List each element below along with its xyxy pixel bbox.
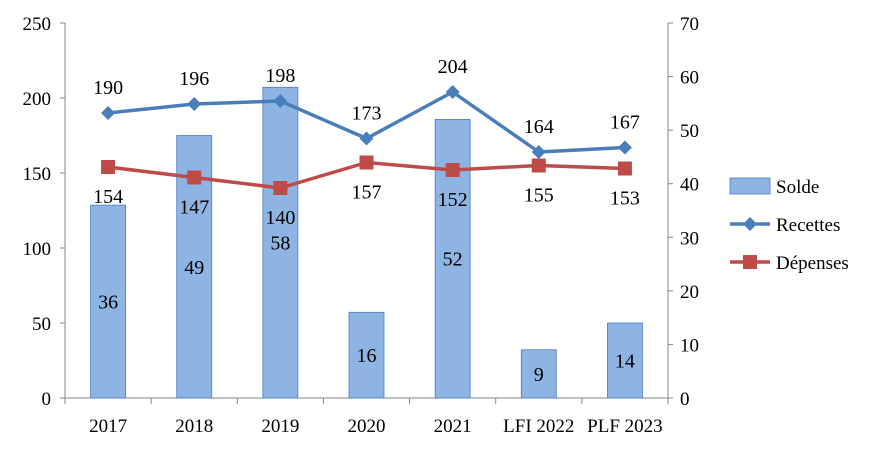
data-label-depenses: 153 <box>610 188 640 210</box>
data-label-solde: 58 <box>270 233 290 255</box>
legend-label: Recettes <box>776 215 840 236</box>
legend-swatch-solde <box>729 177 771 195</box>
bar-solde <box>348 311 385 399</box>
y-right-tick-label: 0 <box>680 389 690 410</box>
data-label-depenses: 152 <box>438 189 468 211</box>
marker-recettes <box>531 145 546 159</box>
solde-bars <box>90 86 643 399</box>
x-tick-label: LFI 2022 <box>503 416 574 437</box>
x-tick-label: 2020 <box>348 416 386 437</box>
y-left-tick-label: 100 <box>23 239 52 260</box>
x-tick-label: 2021 <box>434 416 472 437</box>
legend-marker-depenses <box>743 255 757 269</box>
data-label-recettes: 196 <box>179 68 209 90</box>
y-right-tick-label: 50 <box>680 121 699 142</box>
bar-solde <box>262 86 299 399</box>
x-tick-label: 2017 <box>89 416 127 437</box>
data-label-depenses: 154 <box>93 186 123 208</box>
legend-marker-recettes <box>743 217 757 231</box>
marker-depenses <box>101 160 116 174</box>
data-label-solde: 36 <box>98 292 118 314</box>
data-label-recettes: 164 <box>524 116 554 138</box>
marker-recettes <box>359 131 374 146</box>
y-right-tick-label: 30 <box>680 228 699 249</box>
data-label-depenses: 147 <box>179 197 209 219</box>
y-right-tick-label: 10 <box>680 335 699 356</box>
marker-depenses <box>617 161 632 176</box>
marker-depenses <box>359 155 374 170</box>
legend-label: Dépenses <box>776 253 849 274</box>
y-left-tick-label: 50 <box>32 314 51 335</box>
marker-recettes <box>273 94 288 108</box>
y-right-tick-label: 70 <box>680 14 699 35</box>
marker-depenses <box>445 163 460 177</box>
data-label-recettes: 204 <box>438 56 468 78</box>
data-labels: 36 49 58 16 52 9 14 190 196 198 173 204 164 167 154 147… <box>93 56 640 386</box>
y-right-tick-label: 40 <box>680 175 699 196</box>
data-label-depenses: 157 <box>352 182 382 204</box>
x-tick-label: 2018 <box>175 416 213 437</box>
data-label-depenses: 155 <box>524 185 554 207</box>
bar-solde <box>90 204 126 399</box>
data-label-recettes: 190 <box>93 77 123 99</box>
data-label-depenses: 140 <box>265 207 295 229</box>
marker-depenses <box>187 170 202 185</box>
bar-solde <box>607 322 643 399</box>
x-tick-label: 2019 <box>261 416 299 437</box>
y-left-tick-label: 150 <box>23 164 52 185</box>
y-left-tick-label: 0 <box>42 389 52 410</box>
data-label-solde: 49 <box>184 257 204 279</box>
data-label-recettes: 167 <box>610 112 640 134</box>
y-right-tick-label: 20 <box>680 282 699 303</box>
marker-recettes <box>617 140 632 155</box>
chart-axes: 0 50 100 150 200 250 0 10 20 30 40 50 60 70 2017 2018 20… <box>23 14 700 437</box>
data-label-solde: 9 <box>534 364 544 386</box>
series-lines <box>101 85 632 195</box>
data-label-solde: 14 <box>615 351 635 373</box>
bar-solde <box>520 349 557 399</box>
chart-legend: Solde Recettes Dépenses <box>729 177 849 274</box>
marker-depenses <box>531 158 546 173</box>
marker-recettes <box>101 106 116 120</box>
legend-label: Solde <box>776 177 819 198</box>
data-label-recettes: 198 <box>265 65 295 87</box>
y-left-tick-label: 200 <box>23 89 52 110</box>
data-label-solde: 52 <box>443 249 463 271</box>
data-label-solde: 16 <box>357 345 377 367</box>
y-right-tick-label: 60 <box>680 68 699 89</box>
marker-depenses <box>273 181 288 195</box>
x-tick-label: PLF 2023 <box>587 416 663 437</box>
data-label-recettes: 173 <box>352 103 382 125</box>
marker-recettes <box>445 85 460 99</box>
marker-recettes <box>187 97 202 111</box>
y-left-tick-label: 250 <box>23 14 52 35</box>
